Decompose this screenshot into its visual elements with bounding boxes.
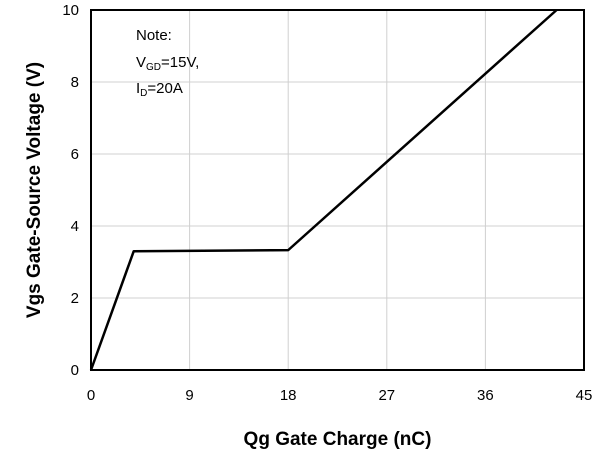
- series-line-0: [89, 9, 558, 371]
- y-tick-label-0: 0: [71, 362, 79, 379]
- note-annotation: Note: VGD=15V, ID=20A: [136, 27, 199, 99]
- note-id-prefix: I: [136, 80, 140, 97]
- note-vgd-prefix: V: [136, 54, 146, 71]
- x-tick-label-36: 36: [477, 387, 494, 404]
- y-tick-label-8: 8: [71, 74, 79, 91]
- tick-labels: 0 9 18 27 36 45 0 2 4 6 8 10: [62, 2, 592, 404]
- curve-layer: [89, 9, 558, 371]
- note-id: ID=20A: [136, 80, 183, 99]
- y-tick-label-10: 10: [62, 2, 79, 19]
- note-id-suffix: =20A: [147, 80, 182, 97]
- grid-layer: [91, 10, 584, 370]
- y-tick-label-6: 6: [71, 146, 79, 163]
- note-id-sub: D: [140, 88, 147, 99]
- y-axis-title: Vgs Gate-Source Voltage (V): [24, 62, 45, 318]
- note-vgd-sub: GD: [146, 62, 161, 73]
- note-vgd-suffix: =15V,: [161, 54, 199, 71]
- x-axis-title: Qg Gate Charge (nC): [244, 429, 432, 450]
- x-tick-label-27: 27: [378, 387, 395, 404]
- x-tick-label-45: 45: [576, 387, 593, 404]
- x-tick-label-18: 18: [280, 387, 297, 404]
- note-vgd: VGD=15V,: [136, 54, 199, 73]
- y-tick-label-2: 2: [71, 290, 79, 307]
- note-title: Note:: [136, 27, 172, 44]
- x-tick-label-9: 9: [185, 387, 193, 404]
- x-tick-label-0: 0: [87, 387, 95, 404]
- y-tick-label-4: 4: [71, 218, 79, 235]
- plot-frame: [90, 9, 585, 371]
